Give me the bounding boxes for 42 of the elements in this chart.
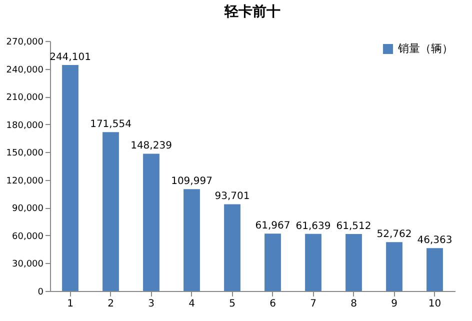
data-label: 148,239	[130, 140, 172, 152]
y-tick-label: 270,000	[6, 38, 44, 48]
x-tick-label: 6	[270, 298, 276, 310]
bar	[224, 204, 240, 291]
chart-title: 轻卡前十	[224, 4, 280, 20]
data-label: 61,967	[255, 220, 290, 232]
y-tick-label: 120,000	[6, 176, 44, 186]
bar	[143, 154, 160, 291]
x-tick-label: 2	[108, 298, 114, 310]
y-tick-label: 150,000	[6, 148, 44, 159]
x-tick-label: 8	[350, 298, 357, 310]
data-label: 61,512	[336, 221, 372, 232]
y-tick-label: 60,000	[12, 232, 44, 242]
y-tick-label: 0	[38, 288, 44, 298]
bar	[184, 189, 200, 291]
x-tick-label: 4	[188, 298, 195, 310]
bar	[346, 234, 362, 291]
data-label: 171,554	[90, 119, 132, 130]
y-tick-label: 240,000	[6, 65, 44, 76]
data-label: 46,363	[417, 235, 452, 246]
bar	[386, 242, 402, 291]
y-tick-label: 30,000	[12, 260, 44, 270]
y-tick-label: 180,000	[6, 120, 44, 131]
data-label: 52,762	[376, 229, 412, 240]
legend-label: 销量（辆）	[397, 42, 453, 55]
data-label: 109,997	[171, 176, 212, 188]
bar	[264, 234, 281, 291]
x-tick-label: 10	[428, 298, 442, 310]
bar	[305, 234, 322, 291]
x-tick-label: 5	[229, 298, 236, 310]
x-tick-label: 9	[391, 298, 398, 310]
bar	[102, 132, 119, 291]
y-tick-label: 90,000	[12, 204, 44, 214]
x-tick-label: 3	[148, 298, 154, 310]
x-tick-label: 7	[310, 298, 316, 310]
y-tick-label: 210,000	[6, 93, 44, 104]
x-tick-label: 1	[67, 298, 74, 310]
bar	[426, 248, 443, 291]
data-label: 93,701	[214, 191, 250, 202]
data-label: 61,639	[296, 220, 331, 232]
bar	[62, 64, 78, 291]
data-label: 244,101	[50, 52, 91, 63]
